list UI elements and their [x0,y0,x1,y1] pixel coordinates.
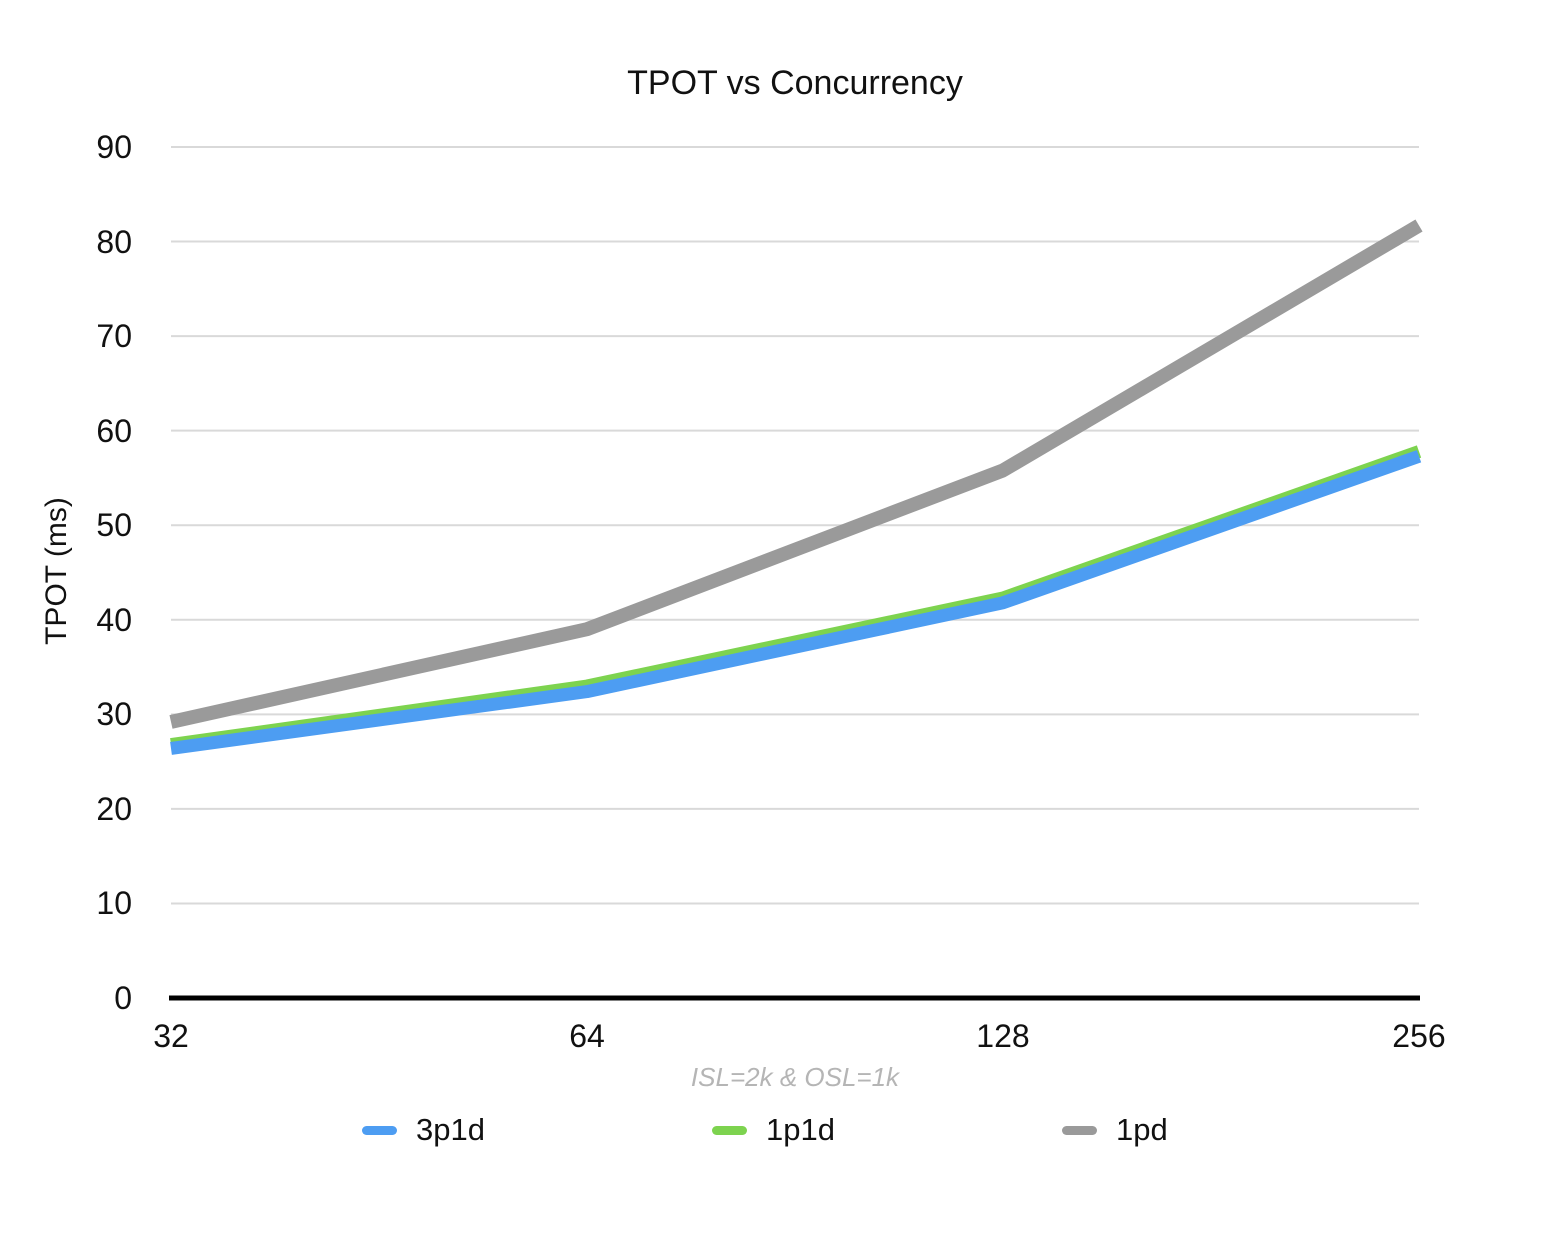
legend-item-3p1d: 3p1d [362,1110,485,1150]
series-line-1pd [169,219,1423,729]
legend-item-1pd: 1pd [1062,1110,1168,1150]
y-tick-label: 80 [96,223,132,260]
chart-title: TPOT vs Concurrency [627,64,963,102]
x-tick-label: 64 [569,1018,605,1054]
y-tick-label: 40 [96,601,132,638]
series-line-3p1d [170,450,1422,755]
legend-label: 3p1d [416,1112,485,1147]
y-tick-label: 10 [96,885,132,922]
legend-label: 1pd [1116,1112,1168,1147]
x-tick-label: 128 [976,1018,1030,1054]
x-tick-label: 256 [1392,1018,1446,1054]
legend-swatch-1pd [1062,1125,1097,1135]
series-line-1p1d [170,445,1422,752]
y-tick-label: 30 [96,696,132,733]
y-tick-label: 90 [96,129,132,165]
y-tick-label: 70 [96,318,132,355]
x-tick-label: 32 [153,1018,189,1054]
y-tick-label: 60 [96,412,132,449]
legend-swatch-3p1d [362,1125,397,1135]
x-axis-note: ISL=2k & OSL=1k [690,1062,900,1092]
legend-label: 1p1d [766,1112,835,1147]
y-tick-label: 20 [96,790,132,827]
y-tick-label: 50 [96,507,132,544]
legend-swatch-1p1d [712,1125,747,1135]
legend-item-1p1d: 1p1d [712,1110,835,1150]
y-tick-label: 0 [114,980,132,1016]
